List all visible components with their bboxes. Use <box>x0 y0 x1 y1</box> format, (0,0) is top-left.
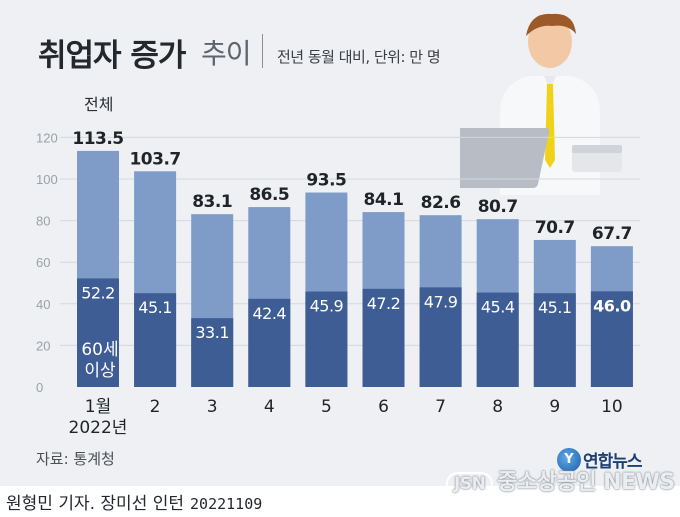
data-label-age60: 45.9 <box>310 297 344 316</box>
y-tick-label: 120 <box>36 130 58 145</box>
unit-note: 전년 동월 대비, 단위: 만 명 <box>277 48 441 66</box>
data-label-total: 84.1 <box>364 190 404 210</box>
credit-authors: 원형민 기자. 장미선 인턴 <box>6 494 185 514</box>
data-label-age60: 46.0 <box>593 296 631 315</box>
yonhap-logo-text: 연합뉴스 <box>583 452 643 472</box>
bar-age60 <box>134 293 177 387</box>
x-tick-label: 4 <box>264 397 275 417</box>
x-tick-label: 3 <box>207 397 218 417</box>
bar-age60 <box>476 292 519 387</box>
data-label-total: 103.7 <box>129 149 180 169</box>
x-tick-label: 6 <box>378 397 389 417</box>
x-tick-label: 10 <box>601 397 623 417</box>
data-label-total: 113.5 <box>72 129 123 149</box>
yonhap-logo: Y 연합뉴스 <box>557 447 643 472</box>
y-tick-label: 60 <box>36 255 50 270</box>
data-label-age60: 52.2 <box>81 283 115 302</box>
credit-date: 20221109 <box>190 495 263 513</box>
bar-age60 <box>305 291 348 387</box>
title-divider <box>262 34 263 68</box>
x-tick-label: 2022년 <box>69 418 128 438</box>
watermark: JSN 중소상공인 NEWS <box>446 464 675 496</box>
data-label-total: 93.5 <box>306 171 346 191</box>
bar-age60 <box>590 291 633 387</box>
y-tick-label: 20 <box>36 338 50 353</box>
y-tick-label: 100 <box>36 172 58 187</box>
data-label-total: 67.7 <box>592 224 632 244</box>
data-label-age60: 42.4 <box>252 304 286 323</box>
data-label-age60: 33.1 <box>195 323 229 342</box>
office-worker-illustration <box>460 13 622 195</box>
bar-age60 <box>533 293 576 387</box>
watermark-text: 중소상공인 NEWS <box>497 470 675 495</box>
data-label-age60: 47.2 <box>367 294 401 313</box>
x-tick-label: 7 <box>435 397 446 417</box>
y-tick-label: 80 <box>36 214 50 229</box>
data-label-total: 86.5 <box>249 185 289 205</box>
x-tick-label: 1월 <box>85 397 111 417</box>
chart-title: 취업자 증가 <box>38 38 186 74</box>
bar-age60 <box>419 287 462 387</box>
data-label-age60: 47.9 <box>424 292 458 311</box>
yonhap-logo-icon: Y <box>557 447 581 472</box>
data-label-total: 80.7 <box>478 197 518 217</box>
y-tick-label: 40 <box>36 297 50 312</box>
watermark-badge: JSN <box>446 472 494 496</box>
bar-age60 <box>191 318 234 387</box>
data-label-total: 70.7 <box>535 218 575 238</box>
data-label-age60: 45.1 <box>538 298 572 317</box>
data-label-age60: 45.1 <box>138 298 172 317</box>
chart-title-sub: 추이 <box>201 37 252 70</box>
credit-line: 원형민 기자. 장미선 인턴 20221109 <box>6 489 262 514</box>
data-label-total: 82.6 <box>421 193 461 213</box>
y-tick-label: 0 <box>36 380 43 395</box>
data-label-age60: 45.4 <box>481 298 515 317</box>
x-tick-label: 5 <box>321 397 332 417</box>
x-tick-label: 8 <box>492 397 503 417</box>
bar-age60 <box>248 298 291 387</box>
source-note: 자료: 통계청 <box>36 450 115 468</box>
bar-age60 <box>77 278 119 387</box>
data-label-total: 83.1 <box>192 192 232 212</box>
x-tick-label: 9 <box>549 397 560 417</box>
legend-total-label: 전체 <box>84 95 114 114</box>
bar-age60 <box>362 288 405 387</box>
legend-age60-label: 60세 이상 <box>81 340 119 381</box>
x-tick-label: 2 <box>150 397 161 417</box>
